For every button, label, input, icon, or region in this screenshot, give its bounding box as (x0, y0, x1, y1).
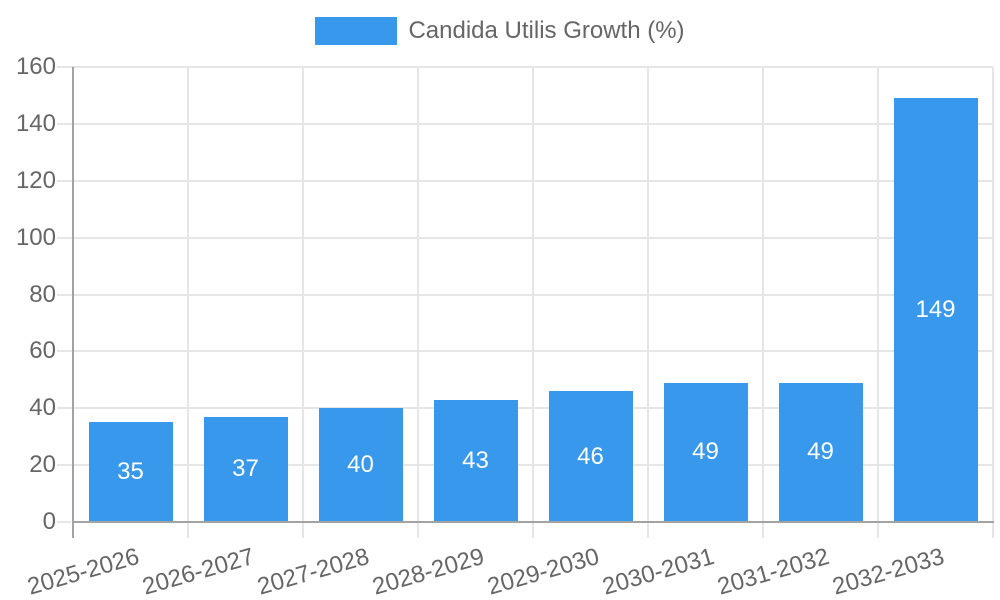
bar[interactable]: 40 (318, 408, 403, 522)
y-gridline (57, 122, 993, 125)
y-tick-label: 80 (29, 280, 56, 308)
legend: Candida Utilis Growth (%) (0, 17, 1000, 45)
x-gridline (992, 67, 994, 538)
bar[interactable]: 43 (433, 399, 518, 522)
y-gridline (57, 407, 993, 410)
x-tick-label: 2029-2030 (484, 543, 602, 600)
x-gridline (302, 67, 304, 538)
bar-value-label: 49 (692, 438, 719, 466)
bar[interactable]: 37 (203, 416, 288, 522)
x-gridline (417, 67, 419, 538)
legend-item[interactable]: Candida Utilis Growth (%) (315, 17, 685, 45)
x-gridline (532, 67, 534, 538)
x-tick-label: 2031-2032 (714, 543, 832, 600)
bar[interactable]: 46 (548, 391, 633, 522)
y-tick-label: 20 (29, 451, 56, 479)
y-tick-label: 100 (15, 223, 56, 251)
y-gridline (57, 66, 993, 68)
bar[interactable]: 35 (88, 422, 173, 522)
x-axis-line (72, 521, 994, 523)
bar-value-label: 149 (915, 296, 956, 324)
y-tick-label: 120 (15, 166, 56, 194)
x-gridline (647, 67, 649, 538)
bar-value-label: 49 (807, 438, 834, 466)
x-gridline (877, 67, 879, 538)
bar-value-label: 35 (117, 458, 144, 486)
x-tick-label: 2025-2026 (24, 543, 142, 600)
bar[interactable]: 49 (663, 382, 748, 522)
y-axis-line (72, 67, 74, 538)
y-gridline (57, 236, 993, 239)
bar-value-label: 43 (462, 446, 489, 474)
y-tick-label: 160 (15, 53, 56, 80)
x-gridline (762, 67, 764, 538)
bar[interactable]: 49 (778, 382, 863, 522)
legend-label: Candida Utilis Growth (%) (408, 17, 685, 44)
x-tick-label: 2028-2029 (369, 543, 487, 600)
y-gridline (57, 464, 993, 467)
y-gridline (57, 350, 993, 353)
x-tick-label: 2030-2031 (599, 543, 717, 600)
x-tick-label: 2032-2033 (829, 543, 947, 600)
y-gridline (57, 293, 993, 296)
bar[interactable]: 149 (893, 98, 978, 522)
bar-value-label: 37 (232, 455, 259, 483)
y-gridline (57, 179, 993, 182)
bar-value-label: 40 (347, 451, 374, 479)
bar-value-label: 46 (577, 442, 604, 470)
y-tick-label: 40 (29, 394, 56, 422)
x-gridline (187, 67, 189, 538)
y-gridline (57, 521, 71, 523)
legend-swatch (315, 17, 398, 45)
x-tick-label: 2027-2028 (254, 543, 372, 600)
y-tick-label: 60 (29, 337, 56, 365)
y-tick-label: 140 (15, 109, 56, 137)
y-tick-label: 0 (42, 508, 56, 535)
x-tick-label: 2026-2027 (139, 543, 257, 600)
